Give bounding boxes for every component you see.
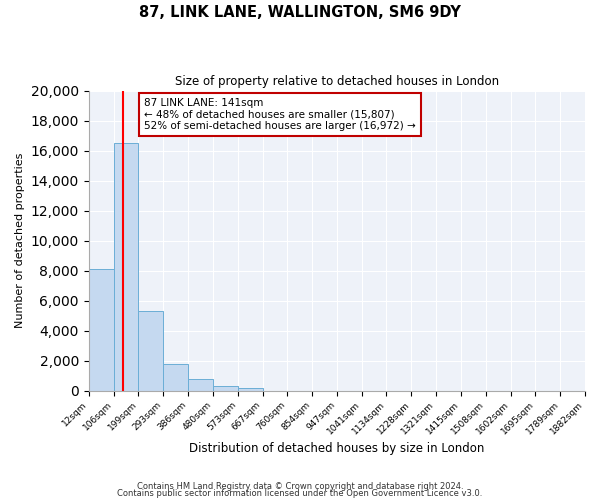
Bar bbox=[89, 269, 113, 390]
Text: Contains public sector information licensed under the Open Government Licence v3: Contains public sector information licen… bbox=[118, 490, 482, 498]
Title: Size of property relative to detached houses in London: Size of property relative to detached ho… bbox=[175, 75, 499, 88]
Bar bbox=[163, 364, 188, 390]
Bar bbox=[238, 388, 263, 390]
Text: 87, LINK LANE, WALLINGTON, SM6 9DY: 87, LINK LANE, WALLINGTON, SM6 9DY bbox=[139, 5, 461, 20]
Y-axis label: Number of detached properties: Number of detached properties bbox=[15, 153, 25, 328]
Bar bbox=[213, 386, 238, 390]
Bar bbox=[188, 380, 213, 390]
Bar bbox=[113, 143, 138, 390]
Text: Contains HM Land Registry data © Crown copyright and database right 2024.: Contains HM Land Registry data © Crown c… bbox=[137, 482, 463, 491]
Bar bbox=[138, 311, 163, 390]
X-axis label: Distribution of detached houses by size in London: Distribution of detached houses by size … bbox=[189, 442, 485, 455]
Text: 87 LINK LANE: 141sqm
← 48% of detached houses are smaller (15,807)
52% of semi-d: 87 LINK LANE: 141sqm ← 48% of detached h… bbox=[144, 98, 416, 132]
